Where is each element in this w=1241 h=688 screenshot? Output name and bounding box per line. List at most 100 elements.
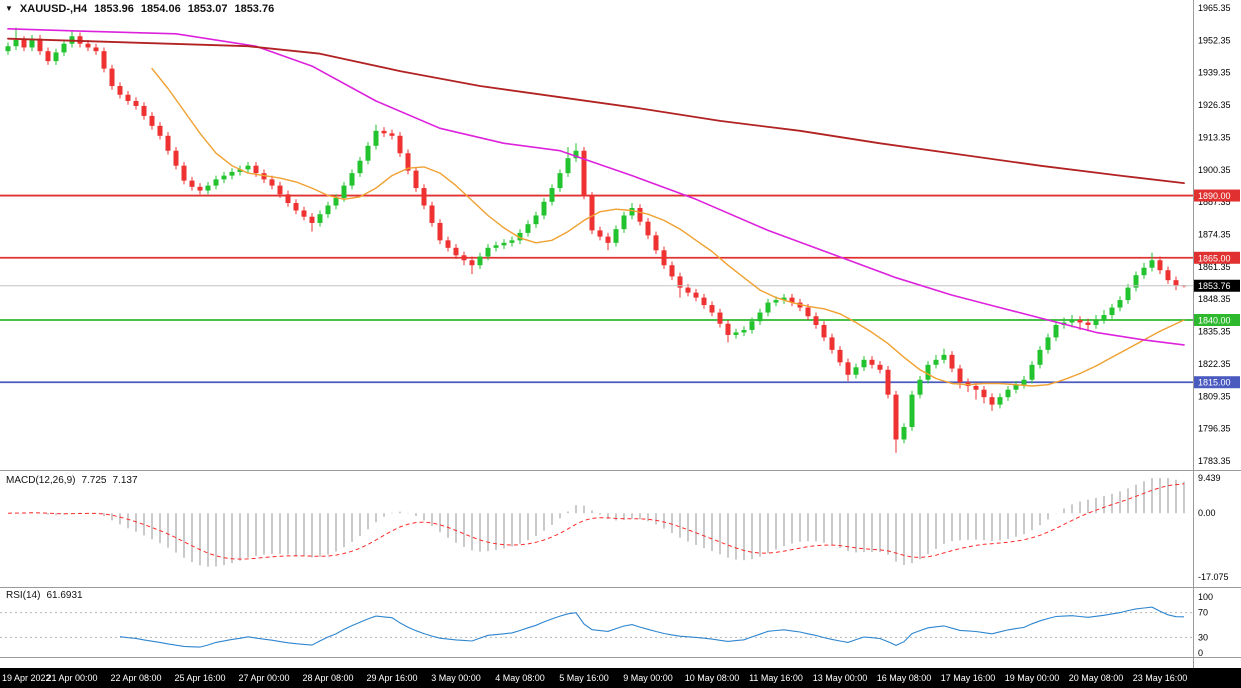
time-axis-bar[interactable] (0, 668, 1241, 688)
candle-body (637, 207, 643, 222)
price-axis-label: 1952.35 (1198, 35, 1231, 45)
candle-body (469, 260, 475, 266)
candle-body (1021, 379, 1027, 385)
candle-body (653, 235, 659, 251)
price-axis-label: 1835.35 (1198, 327, 1231, 337)
candle-body (1029, 364, 1035, 380)
candle-body (517, 232, 523, 241)
candle-body (157, 125, 163, 136)
candle-body (413, 170, 419, 189)
candle-body (461, 255, 467, 261)
candle-body (741, 329, 747, 333)
candle-body (365, 145, 371, 161)
price-axis-label: 1809.35 (1198, 391, 1231, 401)
candle-body (109, 68, 115, 87)
candle-body (1045, 337, 1051, 350)
candle-body (405, 153, 411, 171)
candle-body (317, 214, 323, 223)
candle-body (213, 179, 219, 186)
candle-body (133, 100, 139, 106)
price-axis-label: 1783.35 (1198, 456, 1231, 466)
price-badge-1865.00 (1194, 251, 1240, 264)
price-badge-1815.00-text: 1815.00 (1198, 378, 1231, 388)
candle-body (1149, 260, 1155, 268)
price-badge-1890.00-text: 1890.00 (1198, 191, 1231, 201)
candle-body (733, 332, 739, 335)
candle-body (293, 203, 299, 211)
candle-body (253, 165, 259, 174)
candle-body (677, 276, 683, 288)
candle-body (13, 39, 19, 47)
candle-body (629, 207, 635, 216)
ma-fast-line (151, 67, 1185, 387)
candle-body (701, 297, 707, 306)
candle-body (613, 229, 619, 243)
candle-body (1125, 287, 1131, 301)
price-axis-label: 1887.35 (1198, 197, 1231, 207)
candle-body (709, 305, 715, 313)
candle-body (1013, 384, 1019, 390)
candle-body (973, 385, 979, 390)
candle-body (453, 247, 459, 256)
candle-body (485, 247, 491, 257)
candle-body (189, 180, 195, 187)
candle-body (1173, 280, 1179, 286)
candle-body (861, 359, 867, 368)
candle-body (341, 185, 347, 199)
candle-body (269, 179, 275, 186)
time-axis-label: 27 Apr 00:00 (238, 673, 289, 683)
candle-body (1117, 300, 1123, 308)
candle-body (773, 300, 779, 303)
candle-body (149, 115, 155, 126)
candle-body (389, 133, 395, 136)
candle-body (933, 359, 939, 365)
candle-body (909, 394, 915, 428)
time-axis-label: 28 Apr 08:00 (302, 673, 353, 683)
candle-body (205, 185, 211, 191)
candle-body (245, 165, 251, 170)
candle-body (1133, 275, 1139, 288)
candle-body (381, 130, 387, 134)
candle-body (557, 173, 563, 189)
candle-body (757, 312, 763, 322)
candle-body (717, 312, 723, 324)
candle-body (645, 221, 651, 236)
ma-slow-line (7, 37, 1185, 185)
candle-body (877, 364, 883, 370)
rsi-axis-label: 0 (1198, 648, 1203, 658)
time-axis-label: 25 Apr 16:00 (174, 673, 225, 683)
price-axis-label: 1848.35 (1198, 294, 1231, 304)
candle-body (565, 158, 571, 174)
candle-body (885, 369, 891, 395)
price-badge-1840.00 (1194, 313, 1240, 326)
candle-body (541, 201, 547, 216)
candle-body (1165, 270, 1171, 281)
price-axis-label: 1874.35 (1198, 230, 1231, 240)
candle-body (285, 194, 291, 204)
candle-body (853, 367, 859, 375)
candle-body (309, 216, 315, 223)
time-axis-label: 29 Apr 16:00 (366, 673, 417, 683)
candle-body (621, 215, 627, 230)
candle-body (237, 169, 243, 172)
candle-body (373, 130, 379, 146)
candle-body (21, 39, 27, 48)
candle-body (197, 186, 203, 191)
candle-body (277, 185, 283, 195)
candle-body (165, 135, 171, 151)
candle-body (37, 38, 43, 52)
candle-body (789, 297, 795, 303)
time-axis-label: 9 May 00:00 (623, 673, 673, 683)
candle-body (1101, 315, 1107, 320)
candle-body (1069, 319, 1075, 323)
candle-body (829, 337, 835, 350)
price-axis-label: 1913.35 (1198, 132, 1231, 142)
candle-body (5, 46, 11, 52)
candle-body (869, 359, 875, 365)
time-axis-label: 4 May 08:00 (495, 673, 545, 683)
price-axis[interactable] (1194, 0, 1241, 668)
price-badge-1865.00-text: 1865.00 (1198, 253, 1231, 263)
candle-body (421, 188, 427, 206)
macd-axis-label: 9.439 (1198, 473, 1221, 483)
